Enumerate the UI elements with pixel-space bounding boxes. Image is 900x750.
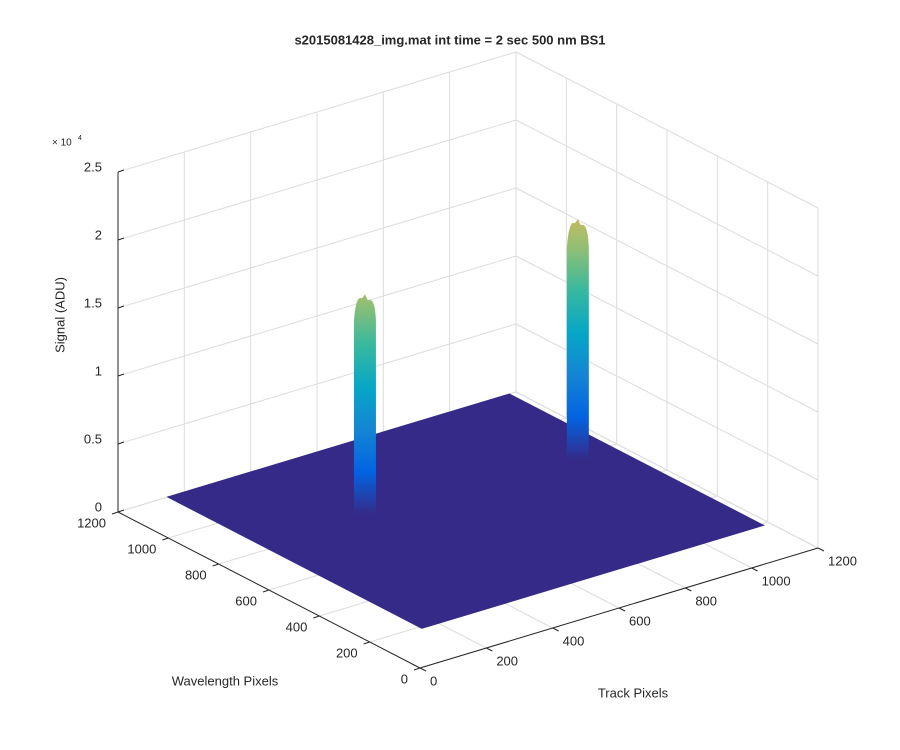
y-tick: [262, 589, 270, 593]
y-tick-label: 1000: [127, 541, 156, 556]
grid-line: [515, 391, 819, 549]
chart-title: s2015081428_img.mat int time = 2 sec 500…: [294, 32, 605, 47]
z-tick-label: 0.5: [84, 431, 102, 446]
y-tick: [413, 667, 421, 671]
z-tick: [117, 441, 125, 445]
y-tick-label: 1200: [77, 515, 106, 530]
grid-line: [515, 51, 819, 209]
z-axis-label: Signal (ADU): [52, 277, 67, 353]
y-tick-label: 400: [286, 619, 308, 634]
x-tick: [817, 547, 825, 552]
x-tick-label: 0: [430, 673, 437, 688]
y-tick: [313, 615, 320, 619]
y-tick-label: 600: [235, 593, 257, 608]
surface-peak: [566, 219, 589, 469]
grid-line: [515, 323, 819, 481]
x-tick: [685, 587, 692, 592]
surface-plane: [166, 393, 765, 629]
x-tick-label: 800: [695, 593, 717, 608]
y-tick: [162, 537, 169, 541]
grid-line: [117, 255, 517, 377]
x-axis-label: Track Pixels: [598, 685, 669, 700]
y-tick: [111, 511, 119, 515]
x-tick: [486, 647, 493, 652]
x-tick-label: 400: [563, 633, 585, 648]
x-tick-label: 600: [629, 613, 651, 628]
y-tick: [212, 563, 219, 567]
z-tick: [117, 373, 125, 377]
x-tick: [751, 567, 758, 572]
z-multiplier-exponent: 4: [78, 135, 82, 142]
y-tick-label: 0: [401, 671, 408, 686]
x-tick-label: 1200: [828, 553, 857, 568]
y-tick-label: 800: [185, 567, 207, 582]
grid-line: [515, 119, 819, 277]
z-tick: [117, 169, 125, 173]
z-tick-label: 2.5: [84, 159, 102, 174]
z-tick: [117, 237, 125, 241]
x-tick-label: 1000: [762, 573, 791, 588]
grid-line: [117, 51, 517, 173]
x-tick: [618, 607, 626, 612]
x-tick: [552, 627, 559, 632]
z-tick-label: 0: [95, 499, 102, 514]
z-multiplier-base: × 10: [52, 138, 72, 149]
grid-line: [117, 119, 517, 241]
grid-line: [515, 187, 819, 345]
x-tick-label: 200: [496, 653, 518, 668]
z-tick-label: 1.5: [84, 295, 102, 310]
z-tick-label: 2: [95, 227, 102, 242]
z-tick-label: 1: [95, 363, 102, 378]
y-axis-label: Wavelength Pixels: [172, 673, 279, 688]
grid-line: [515, 255, 819, 413]
grid-line: [117, 187, 517, 309]
grid-line: [117, 323, 517, 445]
z-tick: [117, 305, 125, 309]
y-tick-label: 200: [336, 645, 358, 660]
y-tick: [363, 641, 370, 645]
z-tick: [117, 509, 125, 513]
surface-peak: [353, 294, 376, 523]
x-tick: [419, 667, 427, 672]
